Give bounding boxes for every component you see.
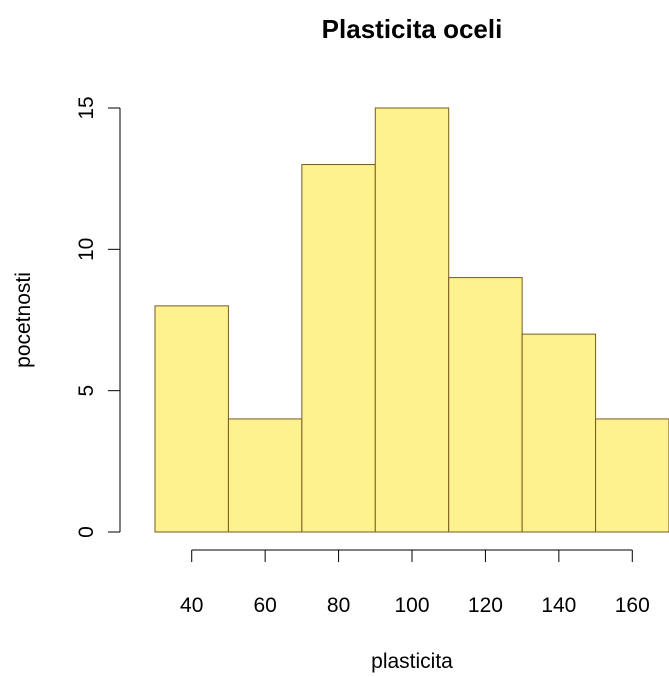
x-tick-label-40: 40	[180, 594, 203, 617]
x-tick-label-120: 120	[468, 594, 503, 617]
y-tick-label-5: 5	[75, 385, 98, 397]
histogram-bar-7	[595, 418, 669, 533]
histogram-bar-3	[301, 164, 376, 533]
bars-group	[154, 107, 669, 533]
x-tick-label-80: 80	[327, 594, 350, 617]
x-tick-label-100: 100	[394, 594, 429, 617]
chart-title: Plasticita oceli	[322, 14, 503, 44]
y-tick-label-15: 15	[75, 96, 98, 119]
x-tick-label-60: 60	[253, 594, 276, 617]
histogram-bar-2	[227, 418, 303, 533]
x-axis: 40 60 80 100 120 140 160	[180, 549, 650, 617]
histogram-bar-1	[154, 305, 229, 533]
y-axis-label: pocetnosti	[12, 272, 35, 368]
histogram-bar-5	[448, 277, 523, 533]
y-axis: 0 5 10 15	[75, 96, 121, 538]
x-axis-label: plasticita	[371, 650, 453, 673]
histogram-bar-4	[374, 107, 450, 533]
y-tick-label-0: 0	[75, 526, 98, 538]
x-tick-label-140: 140	[541, 594, 576, 617]
histogram-bar-6	[521, 333, 597, 533]
x-tick-label-160: 160	[615, 594, 650, 617]
y-tick-label-10: 10	[75, 238, 98, 261]
